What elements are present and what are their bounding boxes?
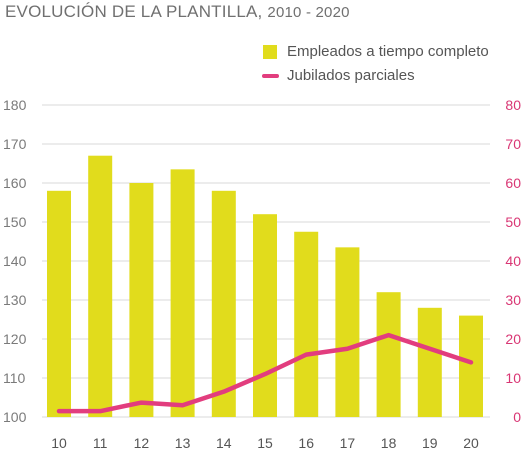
bar-series	[47, 155, 483, 417]
x-axis: 10 11 12 13 14 15 16 17 18 19 20	[51, 435, 479, 451]
bar	[88, 155, 113, 417]
left-tick-label: 160	[3, 175, 27, 191]
left-tick-label: 100	[3, 409, 27, 425]
x-tick-label: 20	[463, 435, 479, 451]
chart-title: EVOLUCIÓN DE LA PLANTILLA, 2010 - 2020	[5, 2, 350, 22]
x-tick-label: 16	[298, 435, 314, 451]
left-tick-label: 110	[3, 370, 26, 386]
bar	[294, 231, 319, 417]
bar	[376, 292, 401, 417]
bar	[170, 169, 195, 417]
right-tick-label: 60	[505, 175, 521, 191]
x-tick-label: 17	[340, 435, 356, 451]
legend-label-jubilados: Jubilados parciales	[287, 67, 415, 84]
bar	[47, 190, 71, 417]
left-tick-label: 150	[3, 214, 27, 230]
x-tick-label: 13	[175, 435, 191, 451]
bar	[417, 307, 442, 417]
x-tick-label: 15	[257, 435, 273, 451]
x-tick-label: 12	[134, 435, 150, 451]
legend-swatch-empleados	[263, 45, 277, 59]
x-tick-label: 19	[422, 435, 438, 451]
right-tick-label: 10	[505, 370, 521, 386]
bar	[211, 190, 236, 417]
line-series	[56, 332, 474, 414]
legend-swatch-jubilados	[262, 74, 279, 78]
legend-label-empleados: Empleados a tiempo completo	[287, 43, 489, 60]
right-axis: 0 10 20 30 40 50 60 70 80	[505, 97, 521, 425]
left-tick-label: 130	[3, 292, 27, 308]
left-tick-label: 140	[3, 253, 27, 269]
left-tick-label: 120	[3, 331, 27, 347]
x-tick-label: 11	[93, 435, 108, 451]
left-tick-label: 170	[3, 136, 27, 152]
right-tick-label: 80	[505, 97, 521, 113]
chart-title-years: 2010 - 2020	[267, 4, 350, 21]
right-tick-label: 0	[513, 409, 521, 425]
bar	[335, 247, 360, 417]
x-tick-label: 14	[216, 435, 232, 451]
right-tick-label: 50	[505, 214, 521, 230]
bar	[253, 214, 277, 417]
right-tick-label: 40	[505, 253, 521, 269]
chart-title-main: EVOLUCIÓN DE LA PLANTILLA,	[5, 2, 263, 21]
right-tick-label: 30	[505, 292, 521, 308]
bar	[129, 183, 154, 417]
x-tick-label: 10	[51, 435, 67, 451]
right-tick-label: 20	[505, 331, 521, 347]
bar	[459, 315, 483, 417]
x-tick-label: 18	[381, 435, 397, 451]
left-axis: 100 110 120 130 140 150 160 170 180	[3, 97, 27, 425]
left-tick-label: 180	[3, 97, 27, 113]
right-tick-label: 70	[505, 136, 521, 152]
